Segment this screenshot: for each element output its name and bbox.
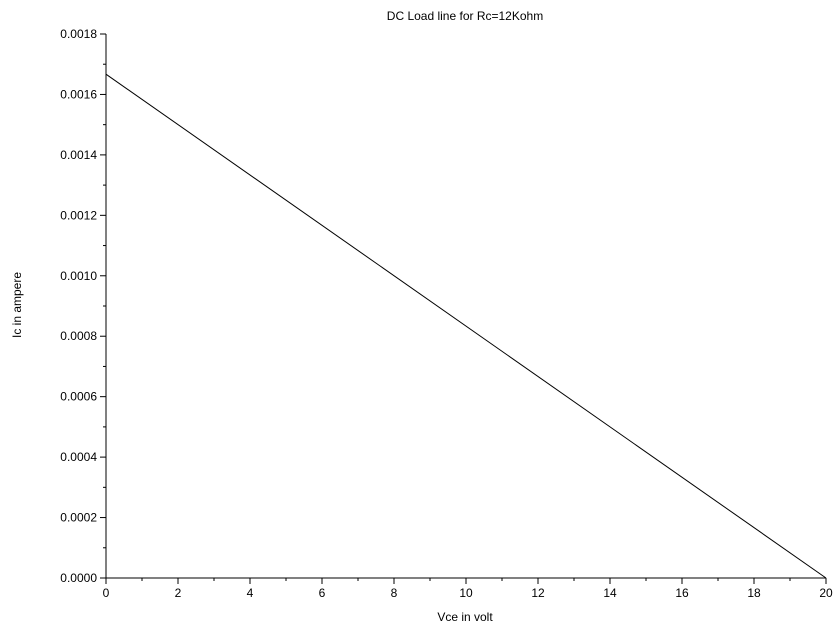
y-axis-label: Ic in ampere: [10, 272, 24, 338]
x-tick-label: 18: [747, 586, 761, 600]
y-tick-label: 0.0006: [60, 390, 97, 404]
x-tick-label: 20: [819, 586, 833, 600]
x-tick-label: 16: [675, 586, 689, 600]
x-axis-label: Vce in volt: [437, 610, 493, 624]
x-tick-label: 14: [603, 586, 617, 600]
x-tick-label: 8: [391, 586, 398, 600]
x-tick-label: 2: [175, 586, 182, 600]
x-tick-label: 6: [319, 586, 326, 600]
x-tick-label: 4: [247, 586, 254, 600]
x-tick-label: 0: [103, 586, 110, 600]
series-line-0: [105, 73, 827, 579]
chart-title: DC Load line for Rc=12Kohm: [387, 9, 543, 23]
y-tick-label: 0.0016: [60, 87, 97, 101]
axes: [105, 34, 826, 579]
y-tick-label: 0.0000: [60, 571, 97, 585]
y-tick-label: 0.0018: [60, 27, 97, 41]
y-tick-label: 0.0004: [60, 450, 97, 464]
x-tick-label: 10: [459, 586, 473, 600]
y-tick-label: 0.0002: [60, 511, 97, 525]
y-tick-label: 0.0010: [60, 269, 97, 283]
y-tick-label: 0.0008: [60, 329, 97, 343]
x-axis-ticks: 0 2 4 6 8 10 12 14 16 18 20: [103, 578, 833, 600]
series-layer: [105, 73, 827, 579]
y-tick-label: 0.0012: [60, 208, 97, 222]
y-axis-ticks: 0.0000 0.0002 0.0004 0.0006 0.0008 0.0010 0.00…: [60, 27, 106, 585]
x-tick-label: 12: [531, 586, 545, 600]
y-tick-label: 0.0014: [60, 148, 97, 162]
